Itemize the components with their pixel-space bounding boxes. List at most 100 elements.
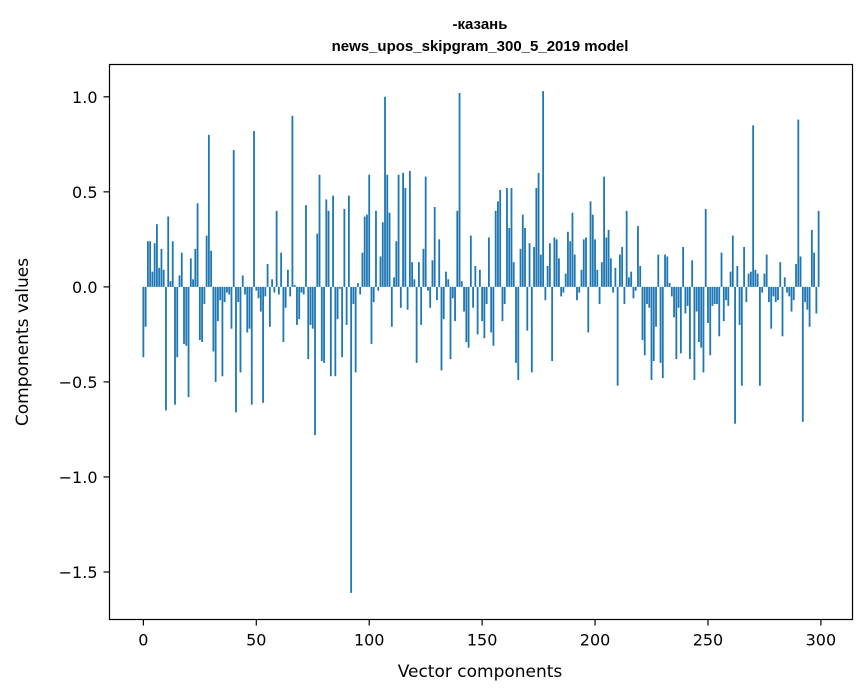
bar-165 bbox=[515, 286, 517, 363]
bar-119 bbox=[411, 262, 414, 287]
bar-184 bbox=[558, 258, 560, 287]
bar-261 bbox=[731, 235, 734, 287]
bar-78 bbox=[318, 174, 321, 287]
bar-211 bbox=[618, 254, 621, 287]
bar-273 bbox=[759, 286, 761, 386]
bar-185 bbox=[560, 286, 563, 297]
bar-181 bbox=[551, 286, 554, 362]
bar-227 bbox=[655, 286, 657, 327]
bar-286 bbox=[788, 286, 791, 297]
bar-45 bbox=[244, 286, 246, 295]
bar-292 bbox=[801, 286, 804, 422]
bar-277 bbox=[768, 286, 770, 303]
bar-172 bbox=[530, 286, 533, 373]
bar-187 bbox=[564, 273, 567, 287]
bar-142 bbox=[463, 286, 465, 312]
bar-31 bbox=[212, 286, 215, 352]
bar-101 bbox=[370, 286, 373, 344]
bar-153 bbox=[488, 237, 490, 287]
bar-30 bbox=[210, 250, 213, 287]
bar-74 bbox=[309, 286, 312, 325]
bar-147 bbox=[474, 265, 477, 287]
bar-27 bbox=[203, 286, 206, 304]
bar-100 bbox=[368, 174, 371, 287]
bar-197 bbox=[587, 286, 590, 333]
bar-25 bbox=[198, 286, 201, 341]
x-axis-label: Vector components bbox=[398, 662, 563, 682]
bar-148 bbox=[476, 286, 479, 335]
bar-83 bbox=[329, 286, 332, 377]
bar-291 bbox=[799, 256, 802, 287]
bar-33 bbox=[217, 286, 219, 322]
bar-102 bbox=[372, 286, 375, 303]
bar-201 bbox=[596, 269, 599, 287]
bar-43 bbox=[239, 286, 242, 373]
bar-99 bbox=[366, 214, 368, 287]
bar-50 bbox=[255, 286, 258, 291]
bar-17 bbox=[180, 252, 183, 287]
bar-245 bbox=[695, 286, 698, 312]
x-tick-label: 250 bbox=[693, 631, 724, 650]
bar-18 bbox=[183, 286, 185, 344]
bar-161 bbox=[506, 188, 508, 287]
bar-219 bbox=[637, 226, 639, 287]
bar-77 bbox=[316, 233, 319, 287]
bar-216 bbox=[630, 271, 633, 287]
bar-41 bbox=[235, 286, 237, 413]
bar-22 bbox=[192, 279, 194, 287]
bar-214 bbox=[625, 210, 628, 287]
bar-149 bbox=[478, 269, 481, 287]
bar-289 bbox=[795, 264, 797, 287]
bar-241 bbox=[686, 286, 689, 306]
bar-252 bbox=[711, 286, 714, 306]
bar-207 bbox=[609, 258, 612, 287]
bar-262 bbox=[734, 286, 736, 424]
bar-42 bbox=[237, 286, 240, 303]
bar-14 bbox=[174, 286, 176, 405]
bar-237 bbox=[677, 286, 680, 308]
bar-103 bbox=[375, 210, 377, 287]
bar-239 bbox=[682, 246, 685, 287]
bar-66 bbox=[291, 115, 294, 287]
bar-253 bbox=[713, 286, 716, 304]
bar-178 bbox=[544, 286, 547, 301]
bar-96 bbox=[359, 286, 362, 295]
bar-120 bbox=[413, 279, 416, 287]
bar-192 bbox=[576, 286, 578, 301]
x-tick-label: 150 bbox=[467, 631, 498, 650]
bar-191 bbox=[573, 254, 576, 287]
bar-69 bbox=[298, 286, 301, 320]
bar-24 bbox=[196, 203, 199, 287]
bar-98 bbox=[363, 216, 366, 287]
bar-220 bbox=[639, 265, 642, 287]
bar-257 bbox=[722, 286, 725, 322]
bar-266 bbox=[743, 246, 746, 287]
bar-279 bbox=[772, 286, 775, 297]
bar-121 bbox=[415, 286, 418, 363]
bar-238 bbox=[679, 286, 682, 354]
bar-246 bbox=[698, 286, 700, 342]
bar-95 bbox=[357, 283, 359, 287]
bar-294 bbox=[806, 286, 809, 310]
bar-156 bbox=[494, 210, 497, 287]
bar-124 bbox=[422, 248, 425, 287]
bar-164 bbox=[512, 262, 515, 287]
bar-91 bbox=[347, 195, 350, 287]
bar-75 bbox=[311, 286, 314, 329]
x-tick-label: 0 bbox=[138, 631, 148, 650]
bar-150 bbox=[481, 286, 484, 322]
bar-200 bbox=[594, 239, 596, 287]
bar-54 bbox=[264, 286, 267, 297]
bar-248 bbox=[702, 286, 705, 373]
bar-48 bbox=[250, 286, 253, 405]
bar-236 bbox=[675, 286, 678, 360]
bar-281 bbox=[777, 286, 779, 301]
bar-35 bbox=[221, 286, 224, 377]
bar-115 bbox=[402, 172, 404, 287]
bar-290 bbox=[797, 119, 800, 287]
bar-60 bbox=[277, 286, 280, 295]
bar-244 bbox=[693, 286, 696, 381]
y-tick-label: −0.5 bbox=[59, 373, 98, 392]
bar-194 bbox=[580, 269, 583, 287]
bar-110 bbox=[390, 286, 393, 327]
